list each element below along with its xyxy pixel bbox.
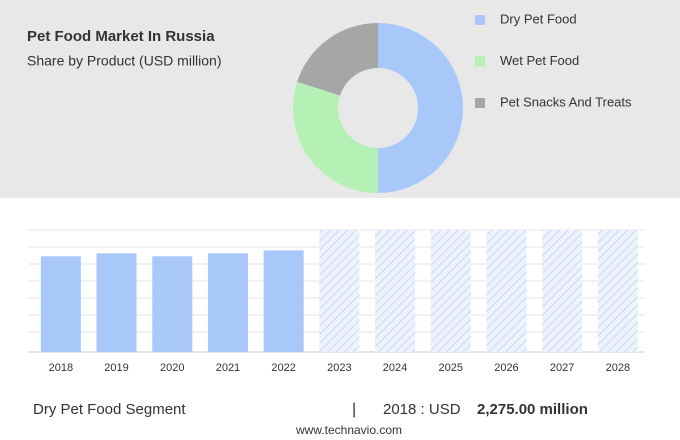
footer-separator: | bbox=[352, 401, 356, 418]
donut-slice bbox=[378, 23, 463, 193]
bar bbox=[40, 256, 81, 352]
donut-slice bbox=[297, 23, 378, 96]
x-tick-label: 2022 bbox=[271, 362, 295, 374]
legend-swatch bbox=[475, 15, 485, 25]
forecast-placeholder bbox=[319, 230, 360, 352]
x-tick-label: 2028 bbox=[606, 362, 630, 374]
footer-prefix: 2018 : USD bbox=[383, 401, 461, 418]
x-tick-label: 2026 bbox=[494, 362, 518, 374]
legend-swatch bbox=[475, 56, 485, 67]
forecast-placeholder bbox=[597, 230, 638, 352]
forecast-placeholder bbox=[486, 230, 527, 352]
x-tick-label: 2018 bbox=[49, 362, 73, 374]
chart-title: Pet Food Market In Russia bbox=[27, 28, 215, 45]
legend-label: Wet Pet Food bbox=[500, 53, 579, 68]
x-tick-label: 2020 bbox=[160, 362, 184, 374]
legend-label: Pet Snacks And Treats bbox=[500, 94, 632, 109]
forecast-placeholder bbox=[430, 230, 471, 352]
legend-label: Dry Pet Food bbox=[500, 11, 577, 26]
x-tick-label: 2019 bbox=[104, 362, 128, 374]
bar bbox=[263, 250, 304, 352]
chart-subtitle: Share by Product (USD million) bbox=[27, 53, 222, 69]
footer-value: 2,275.00 million bbox=[477, 401, 588, 418]
x-tick-label: 2027 bbox=[550, 362, 574, 374]
bar bbox=[207, 253, 248, 352]
website: www.technavio.com bbox=[295, 423, 402, 437]
donut-slice bbox=[292, 81, 378, 193]
legend-swatch bbox=[475, 98, 485, 108]
x-tick-label: 2025 bbox=[439, 362, 463, 374]
x-tick-label: 2024 bbox=[383, 362, 407, 374]
forecast-placeholder bbox=[542, 230, 583, 352]
bar bbox=[96, 253, 137, 352]
bar bbox=[152, 256, 193, 352]
forecast-placeholder bbox=[375, 230, 416, 352]
x-tick-label: 2021 bbox=[216, 362, 240, 374]
footer-segment: Dry Pet Food Segment bbox=[33, 401, 186, 418]
x-tick-label: 2023 bbox=[327, 362, 351, 374]
